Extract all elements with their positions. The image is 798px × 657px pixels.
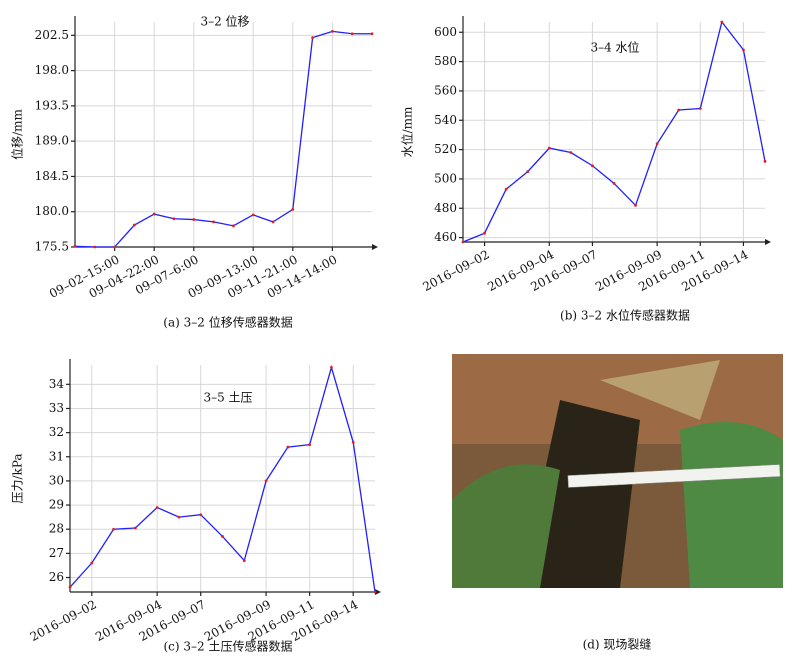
- data-point: [370, 32, 374, 36]
- y-axis-label: 水位/mm: [400, 106, 415, 157]
- data-point: [591, 164, 594, 168]
- y-tick-label: 480: [434, 201, 457, 215]
- data-point: [68, 585, 72, 589]
- data-point: [133, 223, 136, 227]
- y-tick-label: 30: [49, 473, 64, 487]
- y-tick-label: 180.0: [35, 204, 69, 218]
- data-point: [271, 220, 275, 224]
- x-axis-arrow: [765, 239, 771, 245]
- y-tick-label: 500: [434, 171, 457, 185]
- data-point: [152, 212, 156, 216]
- data-point: [350, 32, 354, 36]
- data-point: [351, 440, 355, 444]
- data-point: [763, 159, 767, 163]
- y-tick-label: 460: [434, 230, 457, 244]
- data-line: [74, 30, 372, 248]
- data-point: [113, 245, 116, 249]
- y-tick-label: 32: [49, 425, 64, 439]
- data-point: [373, 590, 377, 594]
- data-point: [291, 207, 295, 211]
- data-point: [483, 231, 486, 235]
- y-tick-label: 560: [434, 83, 457, 97]
- y-tick-label: 27: [49, 546, 64, 560]
- y-tick-label: 26: [49, 570, 64, 584]
- data-point: [569, 151, 573, 154]
- x-tick-label: 2016–09–02: [28, 597, 99, 644]
- caption: (b) 3–2 水位传感器数据: [560, 308, 690, 323]
- data-point: [311, 36, 314, 40]
- caption: (a) 3–2 位移传感器数据: [163, 315, 292, 330]
- y-tick-label: 580: [434, 54, 457, 68]
- data-point: [251, 213, 255, 217]
- y-tick-label: 175.5: [35, 240, 69, 254]
- y-tick-label: 540: [434, 113, 457, 127]
- chart: 4604805005205405605806002016–09–022016–0…: [400, 16, 771, 294]
- data-point: [73, 244, 77, 248]
- data-point: [242, 559, 246, 563]
- y-tick-label: 31: [49, 449, 64, 463]
- data-point: [655, 142, 659, 146]
- data-point: [112, 527, 115, 531]
- data-point: [221, 535, 224, 538]
- data-point: [698, 107, 702, 110]
- y-tick-label: 193.5: [35, 98, 69, 112]
- y-tick-label: 34: [49, 377, 65, 391]
- y-axis-label: 位移/mm: [10, 108, 25, 159]
- data-point: [547, 146, 551, 150]
- y-tick-label: 184.5: [35, 169, 69, 183]
- data-point: [330, 366, 333, 369]
- data-point: [192, 218, 196, 221]
- data-point: [133, 526, 137, 530]
- data-point: [634, 203, 637, 207]
- y-tick-label: 600: [434, 25, 457, 39]
- data-point: [720, 20, 724, 24]
- x-tick-label: 2016–09–02: [421, 247, 492, 294]
- chart-title: 3–5 土压: [203, 391, 252, 405]
- chart-title: 3–4 水位: [590, 40, 639, 55]
- data-line: [462, 20, 766, 243]
- data-point: [212, 220, 216, 224]
- y-tick-label: 28: [49, 522, 64, 536]
- data-point: [677, 108, 681, 112]
- data-point: [177, 515, 181, 519]
- data-point: [232, 224, 235, 228]
- data-point: [331, 30, 334, 33]
- data-point: [742, 48, 745, 52]
- chart: 2627282930313233342016–09–022016–09–0420…: [11, 359, 381, 644]
- y-tick-label: 520: [434, 142, 457, 156]
- data-point: [504, 187, 508, 191]
- data-point: [199, 513, 203, 517]
- data-point: [172, 217, 176, 221]
- data-point: [264, 479, 268, 483]
- chart-title: 3–2 位移: [200, 14, 249, 29]
- y-axis-label: 压力/kPa: [11, 453, 25, 503]
- data-point: [526, 170, 530, 174]
- y-tick-label: 29: [49, 498, 64, 512]
- chart: 175.5180.0184.5189.0193.5198.0202.509–02…: [10, 14, 378, 301]
- y-tick-label: 189.0: [35, 134, 69, 148]
- y-tick-label: 202.5: [35, 28, 69, 42]
- data-point: [461, 240, 465, 244]
- data-point: [308, 443, 312, 447]
- y-tick-label: 33: [49, 401, 64, 415]
- site-photo: [452, 354, 783, 588]
- caption: (c) 3–2 土压传感器数据: [164, 639, 293, 654]
- data-point: [286, 445, 290, 449]
- data-point: [612, 181, 616, 185]
- data-point: [155, 506, 159, 509]
- y-tick-label: 198.0: [35, 63, 69, 77]
- caption: (d) 现场裂缝: [583, 637, 652, 652]
- data-point: [93, 245, 97, 249]
- x-axis-arrow: [372, 244, 378, 250]
- x-axis-arrow: [375, 589, 381, 595]
- data-point: [90, 561, 94, 565]
